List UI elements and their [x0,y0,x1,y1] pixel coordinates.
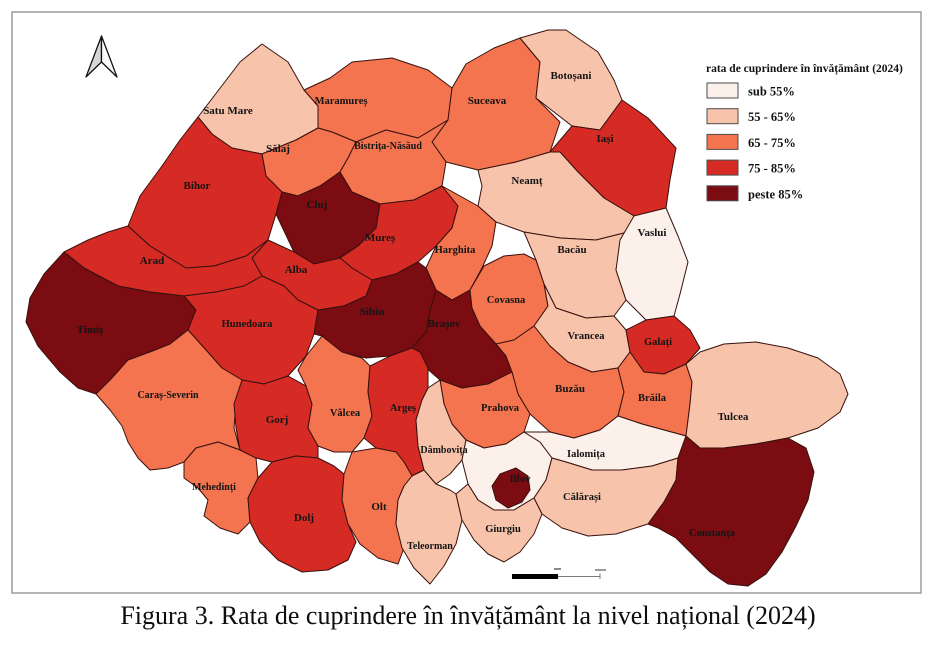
county-label-sibiu: Sibiu [360,306,384,318]
county-label-botosani: Botoșani [551,70,592,82]
county-label-covasna: Covasna [487,295,526,306]
county-label-mures: Mureș [365,232,396,244]
county-label-bacau: Bacău [557,244,586,256]
legend-swatch-c1 [706,82,739,99]
county-label-valcea: Vâlcea [330,408,361,419]
county-label-dambovita: Dâmbovița [420,445,467,456]
legend-title: rata de cuprindere în învățământ (2024) [706,63,903,76]
county-label-galati: Galați [644,337,672,348]
north-arrow-icon [85,35,118,78]
county-label-harghita: Harghita [435,245,477,256]
county-label-bihor: Bihor [184,180,211,192]
legend-swatch-c4 [706,159,739,176]
county-label-ilfov: Ilfov [510,474,532,485]
counties-layer [25,29,849,587]
county-label-calarasi: Călărași [563,492,601,503]
romania-choropleth-map: Satu Mare Maramureș Suceava Botoșani Iași Săl… [11,11,922,594]
figure-caption: Figura 3. Rata de cuprindere în învățămâ… [120,601,816,630]
county-label-arges: Argeș [390,403,416,414]
county-label-bistrita-nasaud: Bistrița-Năsăud [354,141,422,152]
county-label-iasi: Iași [596,133,613,145]
county-label-arad: Arad [140,255,164,267]
county-bucuresti [491,467,531,509]
county-label-dolj: Dolj [294,512,314,524]
county-label-ialomita: Ialomița [567,449,606,460]
county-label-hunedoara: Hunedoara [222,319,274,330]
legend-items: sub 55% 55 - 65% 65 - 75% 75 - 85% peste 85% [706,82,803,202]
county-label-prahova: Prahova [481,403,520,414]
county-teleorman [395,469,463,585]
county-label-vrancea: Vrancea [567,331,605,342]
legend: rata de cuprindere în învățământ (2024) … [706,63,903,202]
county-label-buzau: Buzău [555,383,585,395]
county-label-maramures: Maramureș [315,96,368,107]
legend-label-c2: 55 - 65% [748,110,796,124]
legend-label-c4: 75 - 85% [748,162,796,176]
county-label-braila: Brăila [638,393,667,404]
county-label-neamt: Neamț [511,175,542,187]
county-label-giurgiu: Giurgiu [485,524,521,535]
county-label-caras-severin: Caraș-Severin [137,390,199,401]
legend-label-c5: peste 85% [748,187,803,201]
county-label-timis: Timiș [77,324,104,336]
county-label-teleorman: Teleorman [407,541,453,552]
county-labels-layer: Satu Mare Maramureș Suceava Botoșani Iași Săl… [77,70,749,552]
county-constanta [647,435,815,587]
county-valcea [297,335,373,453]
county-label-suceava: Suceava [468,95,507,107]
county-tulcea [685,341,849,449]
scale-bar [512,568,606,579]
county-caras-severin [95,329,243,471]
county-label-gorj: Gorj [266,414,289,426]
county-label-vaslui: Vaslui [638,227,667,239]
legend-label-c1: sub 55% [748,85,795,99]
legend-swatch-c5 [706,185,739,202]
county-label-mehedinti: Mehedinți [192,482,236,493]
legend-swatch-c2 [706,108,739,125]
county-label-olt: Olt [371,501,387,513]
county-label-salaj: Sălaj [266,143,290,155]
county-label-tulcea: Tulcea [718,411,749,423]
county-label-cluj: Cluj [307,199,328,211]
map-frame [11,11,922,594]
county-label-satu-mare: Satu Mare [203,105,253,117]
county-label-brasov: Brașov [428,318,462,330]
county-dolj [247,455,357,573]
legend-label-c3: 65 - 75% [748,136,796,150]
county-label-constanta: Constanța [689,528,736,539]
county-giurgiu [455,483,543,563]
county-label-alba: Alba [285,264,308,276]
county-dambovita [415,379,467,485]
legend-swatch-c3 [706,133,739,150]
